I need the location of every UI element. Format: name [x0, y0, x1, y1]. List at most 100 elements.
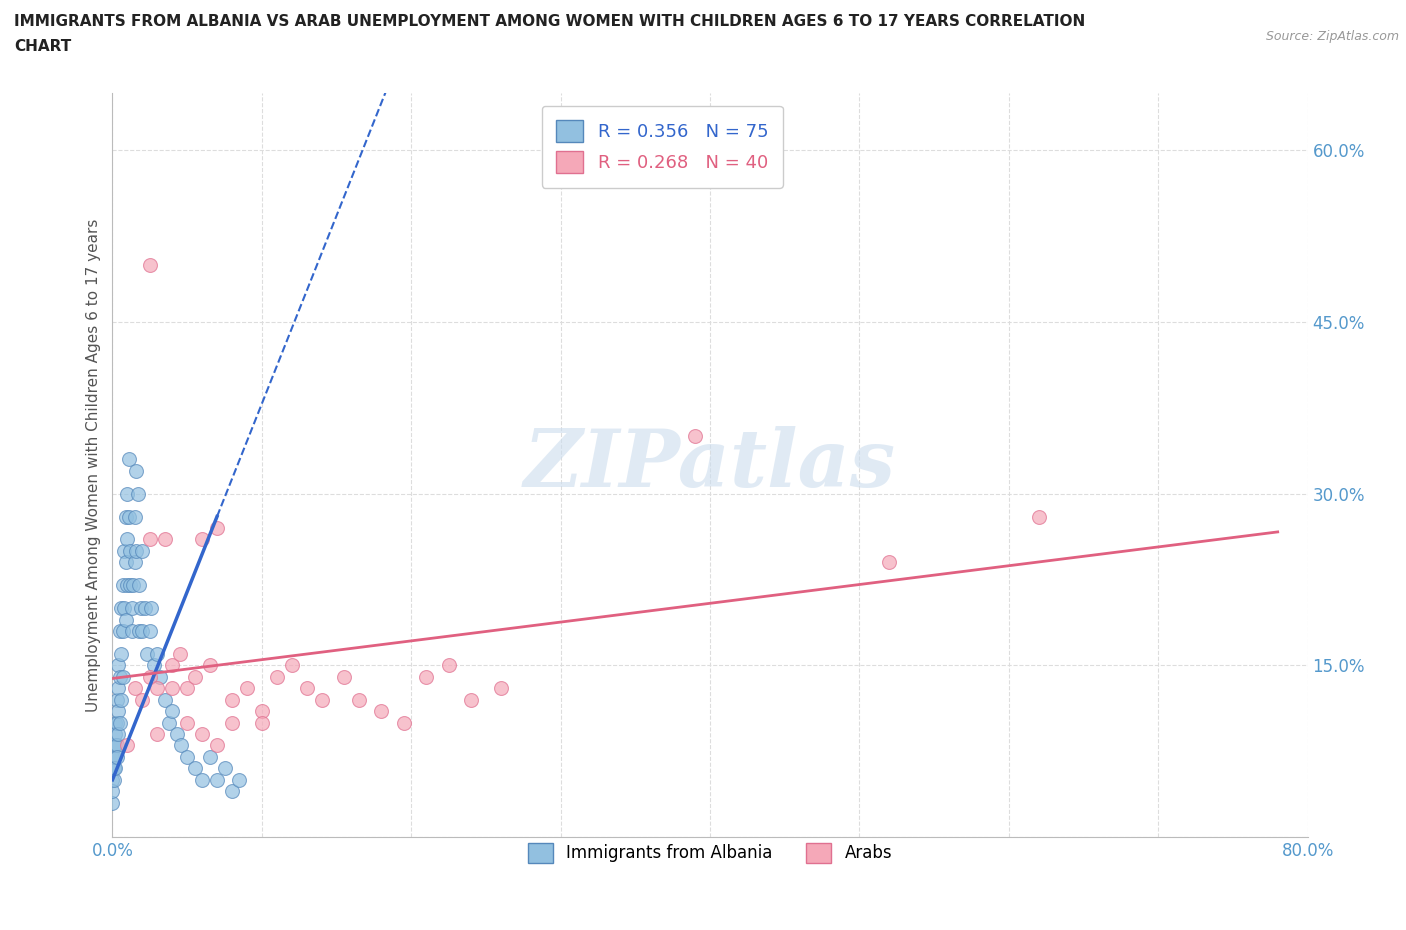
Point: [131, 543, 153, 558]
Point: [176, 715, 198, 730]
Point: [128, 578, 150, 592]
Point: [141, 601, 163, 616]
Point: [117, 738, 139, 753]
Point: [295, 681, 318, 696]
Point: [146, 681, 169, 696]
Point: [176, 750, 198, 764]
Point: [107, 681, 129, 696]
Point: [108, 715, 131, 730]
Point: [205, 738, 228, 753]
Point: [879, 555, 901, 570]
Point: [183, 670, 205, 684]
Point: [111, 578, 134, 592]
Point: [176, 681, 198, 696]
Point: [191, 532, 214, 547]
Point: [107, 658, 129, 672]
Legend: Immigrants from Albania, Arabs: Immigrants from Albania, Arabs: [522, 836, 898, 870]
Text: CHART: CHART: [14, 39, 72, 54]
Point: [415, 670, 437, 684]
Point: [101, 795, 124, 810]
Point: [103, 738, 125, 753]
Point: [111, 623, 134, 638]
Point: [162, 658, 183, 672]
Point: [146, 646, 169, 661]
Point: [124, 681, 146, 696]
Point: [117, 578, 139, 592]
Point: [124, 509, 146, 524]
Point: [166, 726, 188, 741]
Point: [333, 670, 356, 684]
Point: [117, 532, 139, 547]
Point: [101, 750, 124, 764]
Text: Source: ZipAtlas.com: Source: ZipAtlas.com: [1265, 30, 1399, 43]
Point: [205, 521, 228, 536]
Point: [214, 761, 236, 776]
Point: [110, 646, 132, 661]
Point: [266, 670, 288, 684]
Point: [108, 670, 131, 684]
Point: [1028, 509, 1050, 524]
Point: [162, 681, 183, 696]
Point: [129, 601, 152, 616]
Point: [118, 452, 141, 467]
Point: [392, 715, 415, 730]
Point: [114, 601, 135, 616]
Point: [121, 601, 143, 616]
Point: [221, 784, 243, 799]
Point: [101, 784, 124, 799]
Point: [105, 750, 128, 764]
Text: ZIPatlas: ZIPatlas: [524, 426, 896, 504]
Point: [121, 623, 143, 638]
Point: [108, 623, 131, 638]
Point: [221, 692, 243, 707]
Point: [131, 692, 153, 707]
Point: [111, 670, 134, 684]
Point: [281, 658, 304, 672]
Point: [250, 704, 273, 719]
Point: [250, 715, 273, 730]
Point: [370, 704, 392, 719]
Point: [139, 623, 162, 638]
Point: [128, 623, 150, 638]
Point: [311, 692, 333, 707]
Point: [104, 715, 127, 730]
Point: [115, 555, 138, 570]
Point: [105, 738, 128, 753]
Text: IMMIGRANTS FROM ALBANIA VS ARAB UNEMPLOYMENT AMONG WOMEN WITH CHILDREN AGES 6 TO: IMMIGRANTS FROM ALBANIA VS ARAB UNEMPLOY…: [14, 14, 1085, 29]
Point: [221, 715, 243, 730]
Point: [115, 612, 138, 627]
Point: [104, 726, 127, 741]
Point: [117, 486, 139, 501]
Point: [105, 692, 128, 707]
Point: [146, 726, 169, 741]
Point: [162, 704, 183, 719]
Point: [122, 578, 145, 592]
Point: [683, 429, 706, 444]
Point: [489, 681, 512, 696]
Point: [198, 658, 221, 672]
Point: [103, 772, 125, 787]
Point: [139, 532, 162, 547]
Point: [103, 761, 125, 776]
Point: [110, 601, 132, 616]
Point: [134, 601, 156, 616]
Point: [139, 258, 162, 272]
Point: [125, 463, 148, 478]
Point: [131, 623, 153, 638]
Point: [125, 543, 148, 558]
Point: [101, 772, 124, 787]
Point: [107, 726, 129, 741]
Point: [437, 658, 460, 672]
Point: [118, 509, 141, 524]
Point: [191, 772, 214, 787]
Point: [460, 692, 482, 707]
Point: [105, 715, 128, 730]
Point: [127, 486, 149, 501]
Point: [104, 738, 127, 753]
Point: [170, 738, 193, 753]
Point: [169, 646, 191, 661]
Point: [198, 750, 221, 764]
Point: [228, 772, 250, 787]
Point: [236, 681, 259, 696]
Point: [120, 578, 142, 592]
